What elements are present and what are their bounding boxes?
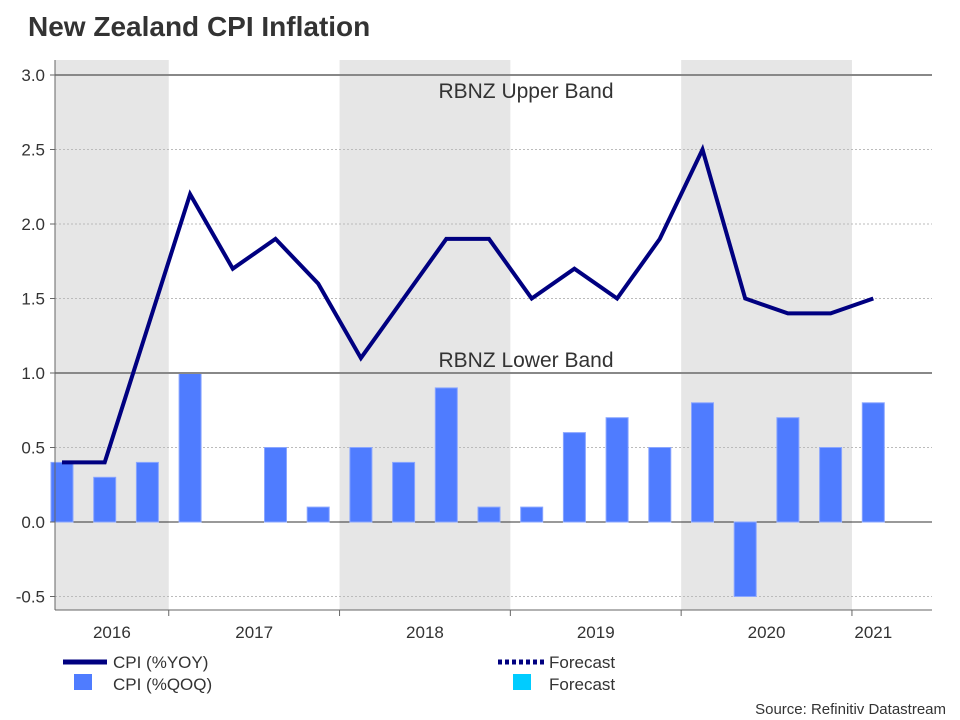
qoq-bar-2019Q2 [562,432,586,523]
x-tick-label-2018: 2018 [406,623,444,642]
x-tick-label-2016: 2016 [93,623,131,642]
qoq-bar-2020Q3 [776,417,800,523]
x-tick-label-2020: 2020 [748,623,786,642]
legend-forecast-bar-label: Forecast [549,675,615,694]
source-note: Source: Refinitiv Datastream [755,701,946,718]
qoq-bar-2021Q1 [861,402,885,523]
legend-qoq-swatch [74,674,92,690]
legend-yoy-label: CPI (%YOY) [113,653,208,672]
y-tick-label: 0.5 [21,439,45,458]
year-shade-2018 [339,60,511,610]
y-tick-label: -0.5 [16,588,45,607]
x-tick-label-2017: 2017 [235,623,273,642]
qoq-bar-2018Q2 [392,461,416,523]
year-shade-2020 [681,60,852,610]
y-tick-label: 0.0 [21,513,45,532]
y-tick-label: 3.0 [21,66,45,85]
qoq-bar-2020Q2 [733,521,757,597]
legend-forecast-bar-swatch [513,674,531,690]
qoq-bar-2016Q2 [50,461,74,523]
qoq-bar-2020Q1 [691,402,714,523]
qoq-bar-2018Q1 [349,447,373,523]
ref-line-label: RBNZ Upper Band [438,80,613,103]
qoq-bar-2019Q3 [605,417,629,523]
qoq-bar-2020Q4 [819,447,843,523]
legend-qoq-label: CPI (%QOQ) [113,675,212,694]
x-tick-label-2019: 2019 [577,623,615,642]
qoq-bar-2018Q3 [434,387,458,523]
qoq-bar-2017Q4 [306,506,330,523]
qoq-bar-2017Q3 [264,447,287,523]
qoq-bar-2019Q1 [520,506,544,523]
yoy-line [62,143,874,465]
qoq-bar-2016Q4 [135,461,159,523]
ref-line-label: RBNZ Lower Band [438,349,613,372]
y-tick-label: 2.0 [21,215,45,234]
year-shade-2016 [55,60,169,610]
x-tick-label-2021: 2021 [854,623,892,642]
qoq-bar-2019Q4 [648,447,672,523]
qoq-bar-2018Q4 [477,506,501,523]
y-tick-label: 2.5 [21,141,45,160]
qoq-bar-2017Q1 [178,372,202,523]
qoq-bar-2016Q3 [93,476,117,523]
legend-forecast-line-label: Forecast [549,653,615,672]
y-tick-label: 1.5 [21,290,45,309]
y-tick-label: 1.0 [21,364,45,383]
chart-title: New Zealand CPI Inflation [28,11,370,42]
